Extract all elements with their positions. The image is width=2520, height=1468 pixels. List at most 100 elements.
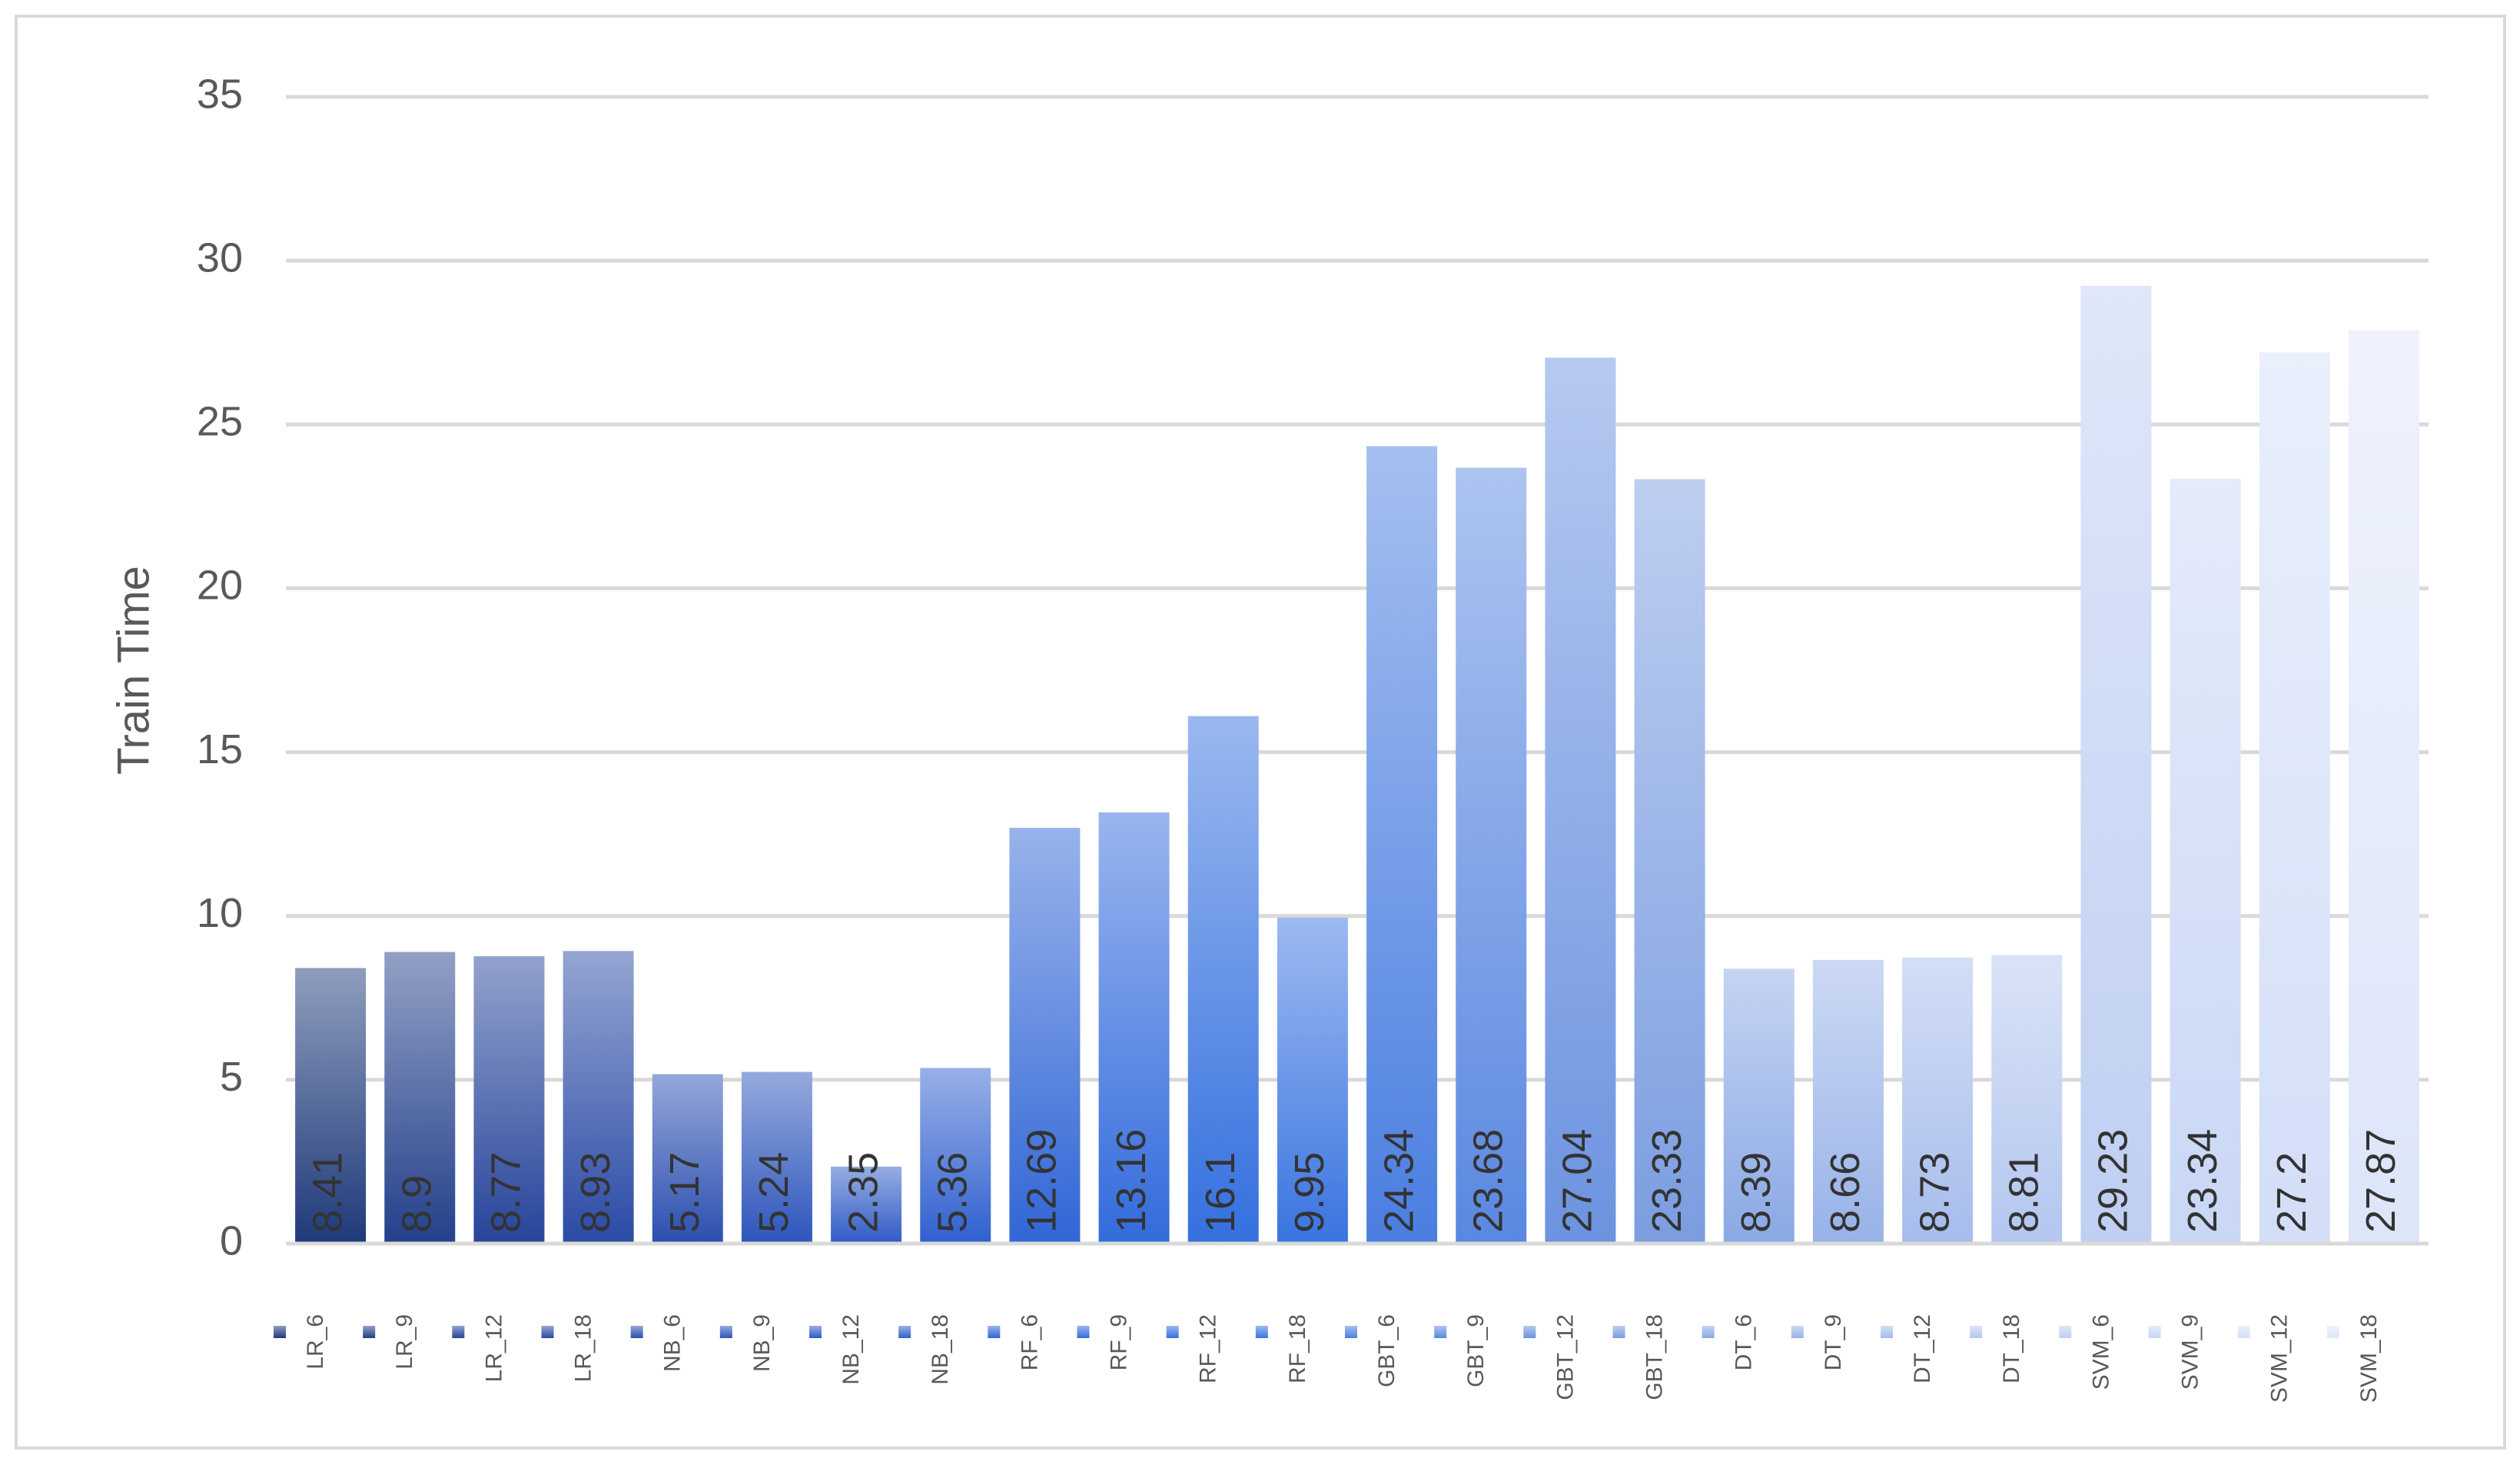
bar (1634, 479, 1705, 1244)
y-tick-label: 20 (197, 563, 243, 609)
y-tick-label: 15 (197, 726, 243, 772)
legend-swatch (2237, 1326, 2250, 1338)
legend-swatch (2326, 1326, 2339, 1338)
bar (1812, 959, 1884, 1244)
legend-label: GBT_12 (1552, 1314, 1578, 1400)
data-label: 5.17 (662, 1152, 708, 1233)
bar (741, 1071, 812, 1244)
legend-label: RF_9 (1106, 1314, 1131, 1370)
legend-swatch (1434, 1326, 1447, 1338)
legend-swatch (1523, 1326, 1536, 1338)
legend-swatch (2148, 1326, 2161, 1338)
legend-label: DT_18 (1999, 1314, 2024, 1383)
bar (1098, 812, 1170, 1244)
legend-swatch (1702, 1326, 1715, 1338)
data-label: 8.66 (1822, 1152, 1868, 1233)
legend-swatch (1345, 1326, 1357, 1338)
legend-label: SVM_12 (2267, 1314, 2293, 1403)
legend-swatch (274, 1326, 286, 1338)
bar (2170, 479, 2241, 1244)
legend-label: RF_6 (1017, 1314, 1042, 1370)
data-label: 27.87 (2358, 1129, 2404, 1233)
data-label: 24.34 (1376, 1129, 1422, 1233)
legend-label: GBT_6 (1374, 1314, 1399, 1387)
legend-label: NB_6 (660, 1314, 686, 1372)
data-label: 23.68 (1466, 1129, 1512, 1233)
data-label: 16.1 (1197, 1152, 1243, 1233)
legend-swatch (988, 1326, 1001, 1338)
bar (295, 968, 367, 1244)
bar (920, 1068, 991, 1244)
data-label: 8.81 (2001, 1152, 2047, 1233)
legend-label: SVM_18 (2356, 1314, 2382, 1403)
data-label: 8.77 (483, 1152, 530, 1233)
legend-label: NB_18 (928, 1314, 953, 1385)
data-label: 2.35 (840, 1152, 886, 1233)
bar (2259, 352, 2330, 1244)
data-label: 8.39 (1733, 1152, 1779, 1233)
legend-label: LR_9 (392, 1314, 417, 1370)
legend-swatch (1881, 1326, 1893, 1338)
data-label: 13.16 (1108, 1129, 1154, 1233)
data-label: 5.24 (751, 1152, 797, 1233)
legend-swatch (809, 1326, 822, 1338)
legend-label: NB_9 (749, 1314, 775, 1372)
data-label: 8.93 (573, 1152, 619, 1233)
legend-label: LR_6 (303, 1314, 328, 1370)
legend-swatch (898, 1326, 911, 1338)
legend-label: NB_12 (838, 1314, 864, 1385)
data-label: 27.2 (2269, 1152, 2315, 1233)
data-label: 23.33 (1644, 1129, 1690, 1233)
y-axis-title: Train Time (108, 566, 158, 775)
bar (652, 1074, 723, 1244)
legend-swatch (2059, 1326, 2072, 1338)
legend-swatch (1970, 1326, 1983, 1338)
legend-label: RF_18 (1285, 1314, 1310, 1383)
data-label: 8.41 (304, 1152, 350, 1233)
y-tick-label: 25 (197, 399, 243, 445)
legend-swatch (541, 1326, 554, 1338)
legend-swatch (1077, 1326, 1090, 1338)
legend-swatch (1791, 1326, 1804, 1338)
legend-label: RF_12 (1196, 1314, 1221, 1383)
bar (473, 956, 545, 1244)
data-label: 12.69 (1019, 1129, 1065, 1233)
bar (2080, 285, 2152, 1244)
bar (563, 951, 634, 1244)
legend-label: GBT_18 (1642, 1314, 1667, 1400)
legend-swatch (630, 1326, 643, 1338)
legend-label: DT_12 (1910, 1314, 1935, 1383)
bar (1366, 446, 1438, 1244)
data-label: 8.73 (1911, 1152, 1957, 1233)
legend-swatch (1166, 1326, 1179, 1338)
legend-label: DT_6 (1731, 1314, 1757, 1370)
bar (1723, 968, 1795, 1244)
data-label: 23.34 (2180, 1129, 2226, 1233)
bar (1991, 955, 2063, 1244)
legend-swatch (719, 1326, 732, 1338)
legend-swatch (1255, 1326, 1268, 1338)
data-label: 29.23 (2090, 1129, 2137, 1233)
data-label: 8.9 (394, 1175, 440, 1233)
legend-swatch (452, 1326, 465, 1338)
bar (1187, 716, 1259, 1244)
legend-swatch (1612, 1326, 1625, 1338)
legend-swatch (363, 1326, 376, 1338)
legend-label: SVM_9 (2177, 1314, 2203, 1390)
legend-label: GBT_9 (1463, 1314, 1489, 1387)
bar (1277, 917, 1348, 1244)
data-label: 27.04 (1555, 1129, 1601, 1233)
y-tick-label: 5 (220, 1054, 243, 1100)
bar (1545, 357, 1616, 1244)
legend-label: LR_12 (481, 1314, 506, 1382)
legend-label: LR_18 (570, 1314, 596, 1382)
bar (2348, 330, 2419, 1244)
bar (1456, 467, 1527, 1244)
legend-label: DT_9 (1821, 1314, 1846, 1370)
bar (1902, 957, 1974, 1244)
data-label: 9.95 (1287, 1152, 1333, 1233)
y-tick-label: 35 (197, 71, 243, 117)
y-tick-label: 10 (197, 890, 243, 936)
legend-label: SVM_6 (2088, 1314, 2113, 1390)
